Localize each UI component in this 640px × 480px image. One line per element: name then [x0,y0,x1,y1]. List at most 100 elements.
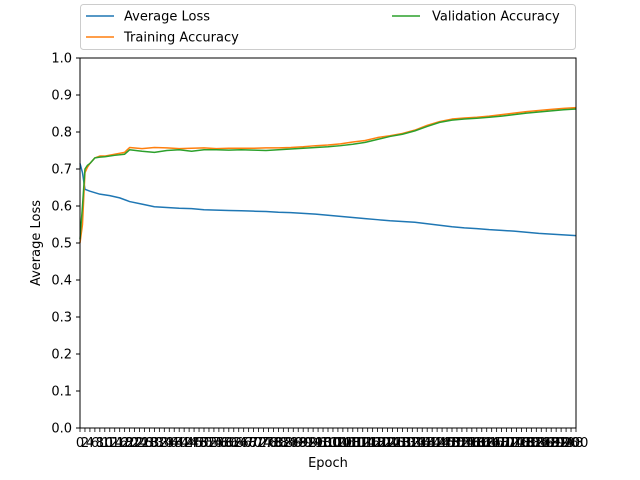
legend: Average Loss Training Accuracy Validatio… [80,4,576,50]
x-tick-label: 148 [435,436,460,451]
y-axis-label: Average Loss [29,200,44,286]
x-axis-ticks: 0246810121416182022242628303234363840424… [76,428,589,451]
y-tick-label: 0.1 [51,385,72,400]
x-tick-label: 88 [290,436,307,451]
x-tick-label: 174 [499,436,524,451]
x-tick-label: 184 [524,436,549,451]
x-tick-label: 60 [221,436,238,451]
x-tick-label: 20 [121,436,138,451]
x-tick-label: 76 [260,436,277,451]
x-tick-label: 138 [410,436,435,451]
x-tick-label: 30 [146,436,163,451]
x-tick-label: 116 [355,436,380,451]
x-tick-label: 110 [340,436,365,451]
x-tick-label: 100 [316,436,341,451]
x-tick-label: 48 [191,436,208,451]
x-tick-label: 80 [270,436,287,451]
x-tick-label: 56 [211,436,228,451]
x-tick-label: 154 [450,436,475,451]
y-tick-label: 0.4 [51,274,72,289]
x-tick-label: 34 [156,436,173,451]
x-tick-label: 32 [151,436,168,451]
x-tick-label: 72 [250,436,267,451]
x-tick-label: 188 [534,436,559,451]
x-tick-label: 54 [206,436,223,451]
legend-label-average-loss: Average Loss [124,10,210,25]
x-tick-label: 64 [230,436,247,451]
y-tick-label: 0.3 [51,311,72,326]
x-tick-label: 78 [265,436,282,451]
x-tick-label: 176 [504,436,529,451]
x-tick-label: 128 [385,436,410,451]
x-tick-label: 158 [459,436,484,451]
y-tick-label: 0.2 [51,348,72,363]
y-tick-label: 1.0 [51,52,72,67]
x-tick-label: 114 [350,436,375,451]
legend-box [80,4,576,50]
x-tick-label: 12 [101,436,118,451]
x-tick-label: 130 [390,436,415,451]
x-tick-label: 134 [400,436,425,451]
x-tick-label: 186 [529,436,554,451]
x-tick-label: 194 [549,436,574,451]
x-tick-label: 70 [245,436,262,451]
x-tick-label: 82 [275,436,292,451]
x-tick-label: 182 [519,436,544,451]
x-tick-label: 22 [126,436,143,451]
x-tick-label: 42 [176,436,193,451]
x-tick-label: 146 [430,436,455,451]
x-tick-label: 16 [111,436,128,451]
legend-label-training-accuracy: Training Accuracy [123,31,239,46]
x-tick-label: 132 [395,436,420,451]
x-tick-label: 0 [76,436,84,451]
x-tick-label: 192 [544,436,569,451]
x-tick-label: 96 [310,436,327,451]
x-tick-label: 2 [81,436,89,451]
series-line-average-loss [79,163,577,237]
x-tick-label: 120 [365,436,390,451]
x-tick-label: 156 [454,436,479,451]
x-tick-label: 38 [166,436,183,451]
x-tick-label: 98 [315,436,332,451]
x-tick-label: 112 [345,436,370,451]
x-tick-label: 102 [321,436,346,451]
x-tick-label: 58 [216,436,233,451]
y-tick-label: 0.9 [51,89,72,104]
x-tick-label: 198 [559,436,584,451]
x-tick-label: 196 [554,436,579,451]
y-tick-label: 0.0 [51,422,72,437]
x-tick-label: 66 [235,436,252,451]
x-tick-label: 104 [326,436,351,451]
y-tick-label: 0.6 [51,200,72,215]
x-tick-label: 68 [240,436,257,451]
x-tick-label: 190 [539,436,564,451]
x-tick-label: 152 [445,436,470,451]
x-tick-label: 24 [131,436,148,451]
x-tick-label: 74 [255,436,272,451]
x-tick-label: 200 [564,436,589,451]
x-axis-label: Epoch [308,456,348,471]
x-tick-label: 160 [464,436,489,451]
x-tick-label: 162 [469,436,494,451]
legend-label-validation-accuracy: Validation Accuracy [432,10,560,25]
x-tick-label: 18 [116,436,133,451]
x-tick-label: 36 [161,436,178,451]
x-tick-label: 4 [86,436,94,451]
series-line-training-accuracy [79,106,577,244]
x-tick-label: 180 [514,436,539,451]
y-tick-label: 0.5 [51,237,72,252]
x-tick-label: 8 [96,436,104,451]
series-layer [79,106,577,244]
series-line-validation-accuracy [79,108,577,240]
y-tick-label: 0.7 [51,163,72,178]
x-tick-label: 62 [225,436,242,451]
plot-frame [79,57,577,429]
x-tick-label: 122 [370,436,395,451]
x-tick-label: 14 [106,436,123,451]
x-tick-label: 168 [484,436,509,451]
x-tick-label: 150 [440,436,465,451]
y-axis-ticks: 0.0 0.1 0.2 0.3 0.4 0.5 0.6 0.7 0.8 0.9 1.0 [51,52,80,437]
x-tick-label: 10 [97,436,114,451]
x-tick-label: 84 [280,436,297,451]
x-tick-label: 164 [474,436,499,451]
